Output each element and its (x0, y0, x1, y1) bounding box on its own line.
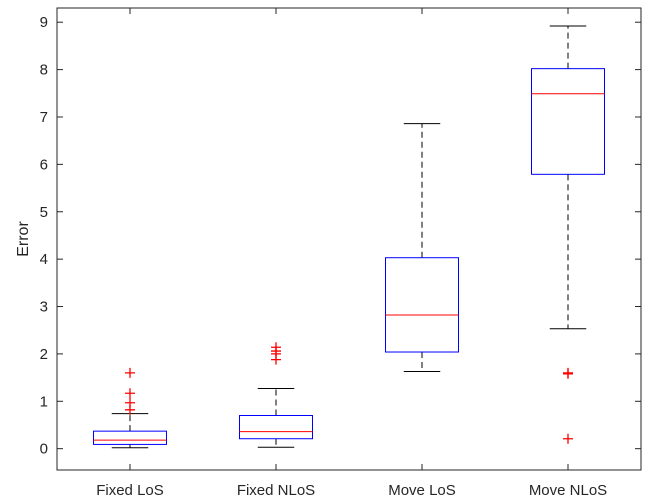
x-axis: Fixed LoS Fixed NLoS Move LoS Move NLoS (96, 8, 607, 499)
box-iqr (531, 68, 605, 175)
y-tick-label: 6 (40, 156, 48, 173)
box-1 (239, 342, 313, 448)
y-tick-label: 7 (40, 109, 48, 126)
y-axis-title: Error (15, 221, 32, 257)
x-tick-label: Move NLoS (529, 482, 607, 499)
x-tick-label: Fixed LoS (96, 482, 164, 499)
outlier-marker (563, 433, 573, 444)
x-tick-label: Move LoS (388, 482, 456, 499)
plot-area (56, 7, 642, 471)
outlier-marker (125, 367, 135, 378)
y-tick-label: 0 (40, 441, 48, 458)
y-tick-label: 3 (40, 299, 48, 316)
box-iqr (93, 430, 167, 445)
y-tick-label: 9 (40, 14, 48, 31)
box-3 (531, 25, 605, 444)
y-tick-label: 4 (40, 251, 48, 268)
y-tick-label: 2 (40, 346, 48, 363)
box-2 (385, 123, 459, 372)
outlier-marker (563, 367, 573, 378)
outlier-marker (125, 388, 135, 399)
y-tick-label: 1 (40, 393, 48, 410)
box-0 (93, 367, 167, 449)
box-iqr (385, 257, 459, 353)
y-tick-label: 5 (40, 204, 48, 221)
outlier-marker (125, 397, 135, 408)
y-axis: 0 1 2 3 4 5 6 7 8 9 (40, 14, 641, 458)
y-tick-label: 8 (40, 62, 48, 79)
x-tick-label: Fixed NLoS (237, 482, 315, 499)
box-series (93, 25, 605, 449)
outlier-marker (271, 342, 281, 353)
box-iqr (239, 415, 313, 440)
